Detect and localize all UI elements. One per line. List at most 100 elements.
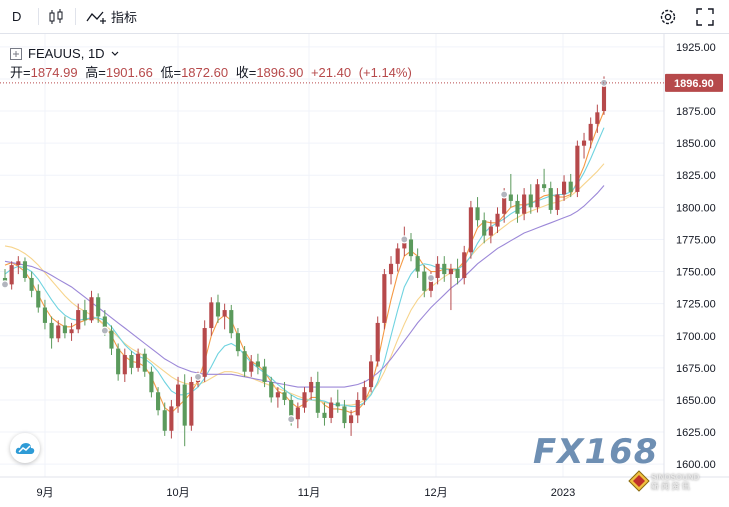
price-axis: 1600.00 1625.00 1650.00 1675.00 1700.00 1725.… xyxy=(663,34,716,477)
low-value: 低=1872.60 xyxy=(160,65,229,80)
sinosound-seal-icon xyxy=(628,470,650,492)
candle-body xyxy=(402,239,407,249)
ma-line-long xyxy=(4,185,605,388)
candles-icon xyxy=(49,8,63,24)
event-markers xyxy=(0,78,609,424)
chart-type-button[interactable] xyxy=(48,0,64,33)
candle-body xyxy=(89,297,94,321)
event-marker xyxy=(100,326,109,335)
price-tick-label: 1675.00 xyxy=(676,363,716,375)
tradingview-logo-button[interactable] xyxy=(10,433,40,463)
candle-body xyxy=(76,310,81,330)
settings-button[interactable] xyxy=(658,0,678,33)
toolbar-divider xyxy=(75,8,76,25)
candle-body xyxy=(422,271,427,291)
candle-body xyxy=(209,302,214,329)
close-value: 收=1896.90 xyxy=(235,65,304,80)
candle-body xyxy=(542,184,547,189)
ma-line-mid xyxy=(4,163,605,406)
symbol-name: FEAUUS, 1D xyxy=(28,46,105,61)
price-tick-label: 1825.00 xyxy=(676,170,716,182)
candle-body xyxy=(102,316,107,331)
candle-body xyxy=(355,399,360,416)
ohlc-values: 开=1874.99 高=1901.66 低=1872.60 收=1896.90 … xyxy=(10,63,416,82)
candle-body xyxy=(468,207,473,253)
candle-body xyxy=(29,277,34,291)
event-marker xyxy=(193,372,203,381)
candle-body xyxy=(116,348,121,375)
candle-body xyxy=(215,302,221,317)
candle-body xyxy=(601,82,607,112)
candle-body xyxy=(169,406,174,431)
candle-body xyxy=(322,412,327,418)
candle-body xyxy=(42,307,47,323)
toolbar-divider xyxy=(38,8,39,25)
candle-body xyxy=(269,381,274,398)
price-tick-label: 1750.00 xyxy=(676,267,716,279)
candle-body xyxy=(555,194,560,210)
candle-body xyxy=(295,407,300,420)
candle-body xyxy=(502,194,507,214)
time-axis: 9月 10月 11月 12月 2023 xyxy=(0,476,729,499)
interval-button[interactable]: D xyxy=(12,0,21,33)
last-price-line: 1896.90 xyxy=(0,73,723,92)
candle-body xyxy=(435,263,440,278)
candle-body xyxy=(522,194,527,214)
candle-body xyxy=(302,392,307,408)
candle-body xyxy=(581,140,587,146)
candle-body xyxy=(375,322,380,362)
candle-body xyxy=(368,361,374,388)
candle-body xyxy=(388,263,394,275)
candle-body xyxy=(415,256,420,272)
candle-body xyxy=(255,361,260,367)
candle-body xyxy=(562,181,567,195)
fullscreen-button[interactable] xyxy=(696,0,714,33)
indicators-button[interactable]: 指标 xyxy=(86,0,137,33)
top-toolbar: D 指标 xyxy=(0,0,729,34)
candle-body xyxy=(109,330,114,349)
indicators-label: 指标 xyxy=(111,10,138,25)
fullscreen-icon xyxy=(696,7,714,26)
candle-body xyxy=(535,184,540,208)
time-tick-label: 10月 xyxy=(166,487,189,499)
price-tick-label: 1650.00 xyxy=(676,395,716,407)
candle-body xyxy=(202,328,207,377)
indicators-icon xyxy=(86,11,106,24)
interval-label: D xyxy=(12,9,22,24)
candle-body xyxy=(315,381,320,413)
event-marker xyxy=(400,235,409,244)
candle-body xyxy=(36,290,41,308)
event-marker xyxy=(287,415,296,424)
time-tick-label: 12月 xyxy=(424,487,447,499)
candle-body xyxy=(362,387,367,400)
candle-body xyxy=(395,248,400,264)
candle-body xyxy=(9,265,14,285)
candle-body xyxy=(335,402,340,407)
price-tick-label: 1925.00 xyxy=(676,42,716,54)
open-value: 开=1874.99 xyxy=(10,65,78,80)
candle-body xyxy=(62,325,67,334)
candle-body xyxy=(588,123,593,141)
candle-body xyxy=(448,268,453,275)
seal-line-2: 新 闻 资 讯 xyxy=(651,482,690,491)
candle-body xyxy=(162,410,167,431)
candle-body xyxy=(175,384,181,407)
candle-body xyxy=(528,194,533,208)
ma-line-cyan xyxy=(4,127,605,407)
candle-body xyxy=(349,415,354,424)
symbol-row[interactable]: FEAUUS, 1D xyxy=(10,44,416,63)
candle-body xyxy=(475,207,480,221)
candle-body xyxy=(568,181,573,192)
candle-body xyxy=(56,325,61,339)
change-percent: (+1.14%) xyxy=(358,65,412,80)
candle-body xyxy=(488,226,493,236)
candle-body xyxy=(22,261,28,278)
candle-body xyxy=(82,310,87,321)
price-tick-label: 1725.00 xyxy=(676,299,716,311)
price-tick-label: 1700.00 xyxy=(676,331,716,343)
candle-body xyxy=(548,188,553,210)
candle-body xyxy=(282,392,287,400)
candles xyxy=(2,76,607,447)
candle-body xyxy=(242,351,247,372)
